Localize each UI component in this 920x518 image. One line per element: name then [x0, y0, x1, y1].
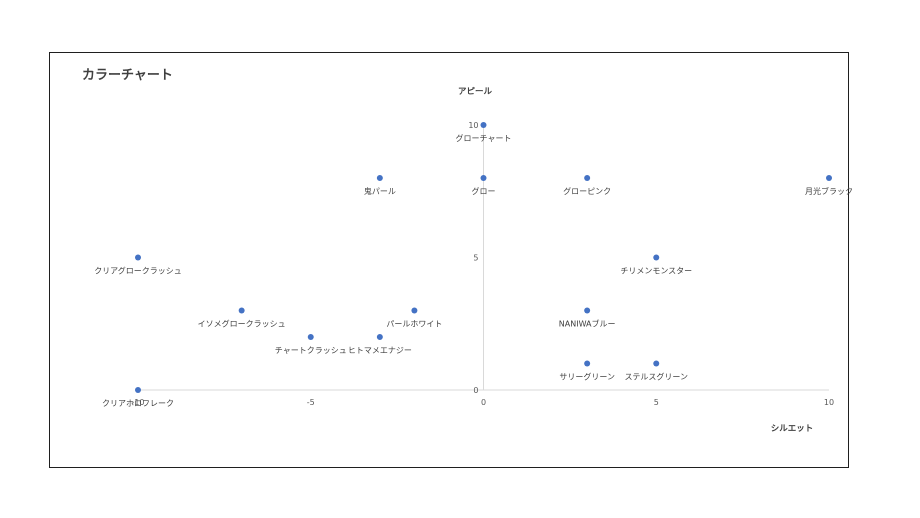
data-label: パールホワイト: [386, 320, 442, 329]
data-label: イソメグロークラッシュ: [198, 319, 286, 329]
data-label: グローピンク: [563, 186, 611, 196]
data-label: ステルスグリーン: [624, 372, 688, 382]
data-label: 鬼パール: [364, 186, 396, 196]
y-tick-label: 0: [473, 386, 478, 395]
data-label: チャートクラッシュ: [275, 346, 347, 355]
x-tick-label: 5: [654, 398, 659, 407]
data-label: サリーグリーン: [559, 372, 615, 382]
data-point: [653, 360, 660, 367]
y-tick-label: 5: [473, 254, 478, 263]
data-label: チリメンモンスター: [620, 267, 692, 276]
data-point: [307, 334, 314, 340]
data-label: NANIWAブルー: [559, 319, 616, 329]
data-point: [135, 254, 141, 261]
data-label: ヒトマメエナジー: [348, 346, 412, 355]
data-point: [653, 254, 660, 261]
x-axis-title: シルエット: [771, 424, 814, 434]
data-point: [584, 175, 591, 181]
y-tick-label: 10: [468, 121, 478, 130]
chart-title: カラーチャート: [82, 68, 173, 83]
x-tick-label: 10: [824, 398, 834, 407]
data-point: [411, 307, 418, 314]
data-label: 月光ブラック: [805, 186, 853, 196]
data-label: クリアホロフレーク: [102, 399, 174, 408]
data-point: [584, 360, 591, 367]
data-label: グローチャート: [456, 133, 512, 143]
x-tick-label: 0: [481, 398, 486, 407]
y-axis-title: アピール: [458, 86, 493, 97]
x-tick-label: -10: [131, 398, 144, 407]
data-point: [376, 334, 383, 340]
data-point: [238, 307, 245, 314]
data-label: クリアグロークラッシュ: [94, 266, 182, 276]
x-tick-label: -5: [307, 398, 315, 407]
data-point: [826, 175, 832, 181]
data-point: [584, 307, 591, 314]
data-point: [480, 175, 487, 181]
data-point: [135, 387, 141, 393]
data-point: [376, 175, 383, 181]
chart-frame: [49, 52, 849, 468]
data-point: [480, 122, 487, 128]
data-label: グロー: [472, 186, 496, 196]
